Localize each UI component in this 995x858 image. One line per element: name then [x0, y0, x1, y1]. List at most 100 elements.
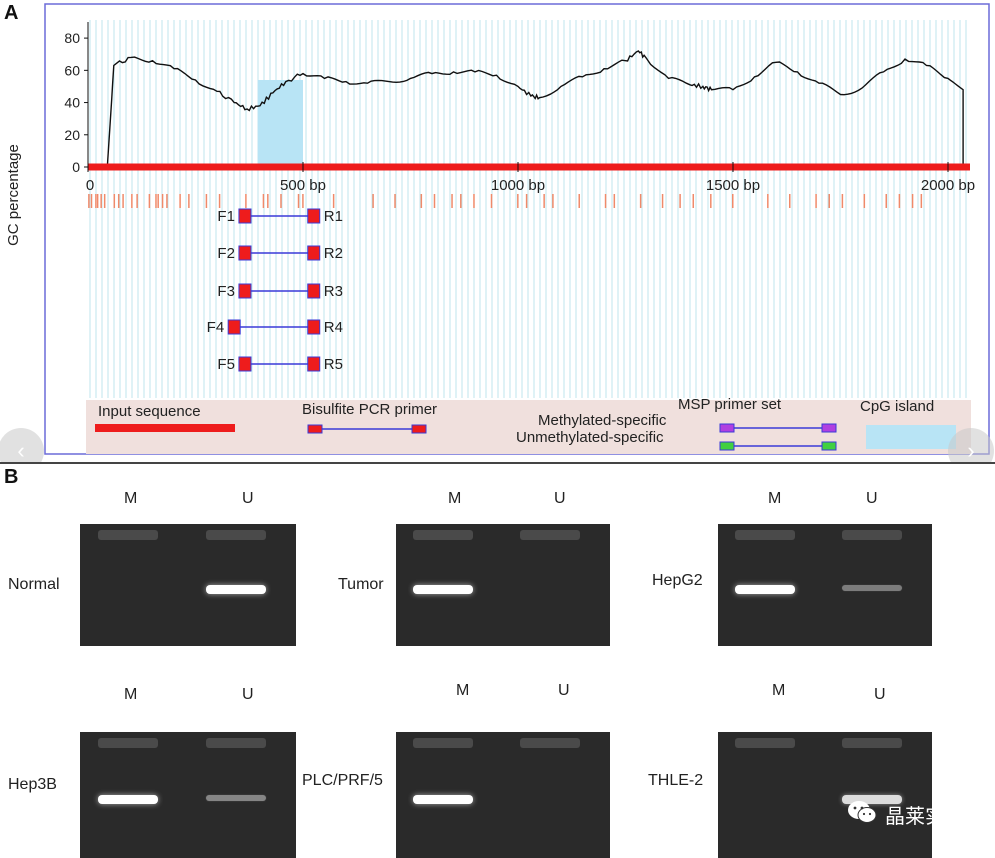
- well-m: [735, 530, 796, 540]
- panel-a-letter: A: [4, 2, 19, 24]
- reverse-primer-box: [307, 319, 321, 335]
- panel-b-letter: B: [4, 466, 19, 488]
- legend-unmethylated-left-box: [719, 441, 735, 451]
- lane-label-m: M: [768, 490, 782, 507]
- gel-sample-label: Hep3B: [8, 776, 57, 793]
- chart-frame: [44, 3, 990, 455]
- y-tick-label: 60: [64, 62, 80, 78]
- legend-methylated-right-box: [821, 423, 837, 433]
- band-m: [97, 795, 158, 804]
- well-u: [842, 738, 903, 748]
- wechat-icon: [847, 799, 877, 830]
- forward-primer-box: [227, 319, 241, 335]
- well-u: [842, 530, 903, 540]
- band-m: [413, 795, 474, 804]
- gc-chart: 0 20 40 60 80 GC percentage 0 500 bp 1000 bp 15…: [5, 3, 990, 455]
- panel-a: A 0 20 40 60 80 GC percentage 0 500 bp 1000 bp…: [0, 0, 995, 474]
- lane-label-m: M: [772, 682, 786, 699]
- forward-primer-label: F2: [217, 245, 235, 262]
- x-tick-label: 500 bp: [280, 177, 326, 194]
- watermark: 晶莱实验: [847, 799, 965, 830]
- band-u: [842, 795, 903, 804]
- well-u: [520, 738, 581, 748]
- forward-primer-box: [238, 208, 252, 224]
- reverse-primer-box: [307, 208, 321, 224]
- cpg-site-marks: [88, 194, 923, 208]
- gel-sample-label: Normal: [8, 576, 60, 593]
- primer-set: F2 R2: [217, 245, 343, 262]
- well-m: [413, 530, 474, 540]
- legend-methylated-label: Methylated-specific: [538, 412, 667, 429]
- x-tick-label: 0: [86, 177, 94, 194]
- reverse-primer-label: R2: [324, 245, 343, 262]
- well-u: [520, 530, 581, 540]
- gel-image: [718, 524, 932, 646]
- band-m: [413, 585, 474, 594]
- y-tick-label: 0: [72, 159, 80, 175]
- reverse-primer-box: [307, 356, 321, 372]
- legend-input-sequence-label: Input sequence: [98, 403, 201, 420]
- reverse-primer-box: [307, 283, 321, 299]
- legend-cpg-island-swatch: [866, 425, 956, 449]
- gel-image: [718, 732, 932, 858]
- forward-primer-box: [238, 245, 252, 261]
- gc-line: [106, 50, 964, 168]
- legend-bisulfite-left-box: [307, 424, 323, 434]
- legend-cpg-island-label: CpG island: [860, 398, 934, 415]
- band-m: [735, 585, 796, 594]
- legend-msp-label: MSP primer set: [678, 396, 782, 413]
- legend-bisulfite-label: Bisulfite PCR primer: [302, 401, 437, 418]
- gel-sample-label: PLC/PRF/5: [302, 772, 383, 789]
- primer-set: F5 R5: [217, 356, 343, 373]
- grid-lines: [89, 20, 967, 398]
- well-m: [97, 738, 158, 748]
- band-u: [205, 795, 266, 801]
- forward-primer-label: F5: [217, 356, 235, 373]
- y-tick-label: 80: [64, 30, 80, 46]
- cpg-island-region: [257, 80, 303, 164]
- legend-bisulfite-right-box: [411, 424, 427, 434]
- lane-label-u: U: [874, 686, 886, 703]
- gel-image: [80, 524, 296, 646]
- x-ticks: 0 500 bp 1000 bp 1500 bp 2000 bp: [86, 162, 975, 194]
- gel-sample-label: THLE-2: [648, 772, 704, 789]
- forward-primer-box: [238, 283, 252, 299]
- well-m: [735, 738, 796, 748]
- gel-image: [396, 524, 610, 646]
- band-u: [842, 585, 903, 591]
- legend-unmethylated-right-box: [821, 441, 837, 451]
- gel-sample-label: HepG2: [652, 572, 703, 589]
- panel-b: B M U Normal M U Tumor M U HepG2 M U Hep…: [0, 462, 995, 858]
- y-tick-label: 20: [64, 127, 80, 143]
- legend-methylated-left-box: [719, 423, 735, 433]
- gel-sample-label: Tumor: [338, 576, 384, 593]
- band-u: [205, 585, 266, 594]
- gel-image: [396, 732, 610, 858]
- primer-set: F1 R1: [217, 208, 343, 225]
- lane-label-m: M: [448, 490, 462, 507]
- x-tick-label: 1000 bp: [491, 177, 545, 194]
- y-axis-label: GC percentage: [5, 144, 22, 246]
- x-tick-label: 1500 bp: [706, 177, 760, 194]
- reverse-primer-label: R4: [324, 319, 343, 336]
- primer-set: F4 R4: [207, 319, 343, 336]
- well-u: [205, 530, 266, 540]
- lane-label-m: M: [124, 686, 138, 703]
- gel-image: [80, 732, 296, 858]
- well-u: [205, 738, 266, 748]
- lane-label-u: U: [558, 682, 570, 699]
- well-m: [413, 738, 474, 748]
- x-tick-label: 2000 bp: [921, 177, 975, 194]
- well-m: [97, 530, 158, 540]
- reverse-primer-box: [307, 245, 321, 261]
- y-tick-label: 40: [64, 95, 80, 111]
- lane-label-m: M: [124, 490, 138, 507]
- forward-primer-label: F1: [217, 208, 235, 225]
- lane-label-m: M: [456, 682, 470, 699]
- forward-primer-label: F3: [217, 283, 235, 300]
- lane-label-u: U: [242, 686, 254, 703]
- reverse-primer-label: R3: [324, 283, 343, 300]
- primer-set: F3 R3: [217, 283, 343, 300]
- lane-label-u: U: [866, 490, 878, 507]
- reverse-primer-label: R5: [324, 356, 343, 373]
